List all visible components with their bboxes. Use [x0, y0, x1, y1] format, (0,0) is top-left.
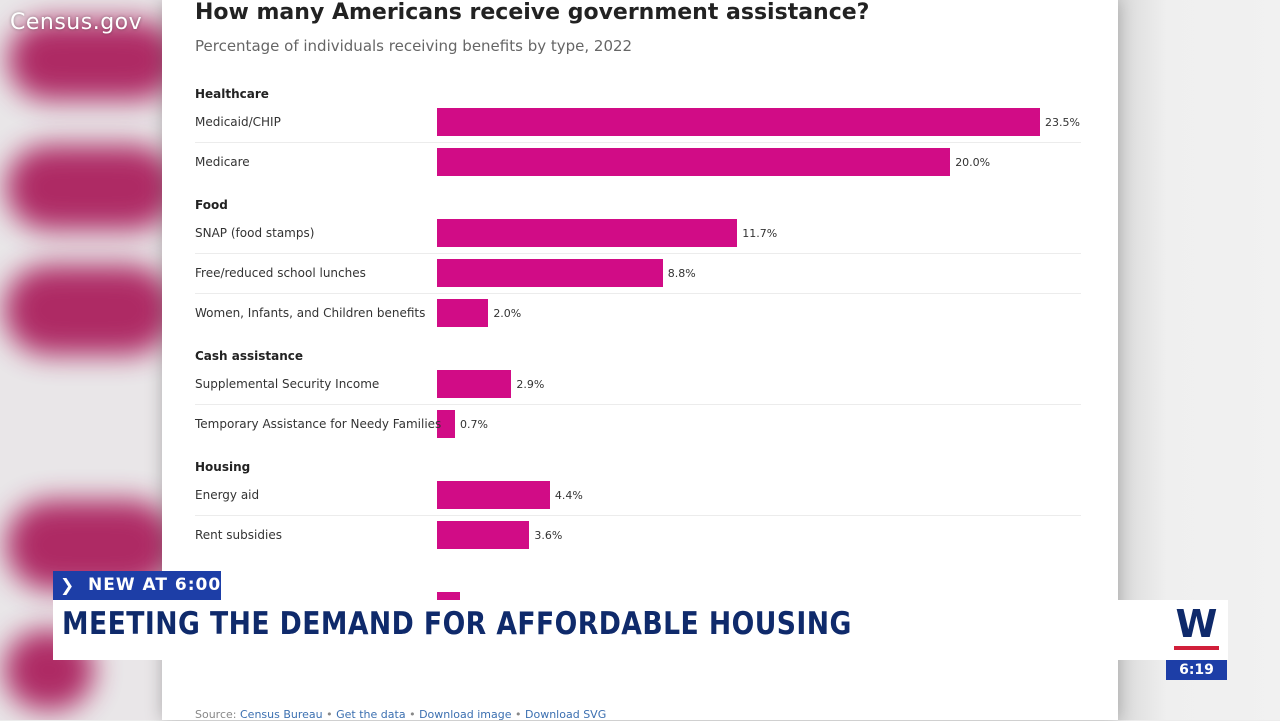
bar [437, 410, 455, 438]
row-separator [195, 515, 1081, 516]
data-label: 4.4% [554, 489, 583, 502]
data-label: 0.7% [459, 418, 488, 431]
row-label: Rent subsidies [195, 528, 282, 542]
news-tag-text: NEW AT 6:00 [88, 575, 222, 595]
category-label: Housing [195, 460, 251, 474]
row-separator [195, 293, 1081, 294]
data-label: 8.8% [667, 267, 696, 280]
category-label: Healthcare [195, 87, 269, 101]
news-tag: ❯ NEW AT 6:00 [53, 571, 221, 600]
lower-third-band [53, 600, 1228, 660]
station-logo-letter: W [1175, 602, 1218, 646]
footer-source-prefix: Source: [195, 708, 237, 721]
footer-source-link[interactable]: Census Bureau [240, 708, 323, 721]
station-logo: W [1166, 600, 1227, 660]
station-logo-stripe [1174, 646, 1219, 650]
row-separator [195, 142, 1081, 143]
row-label: Supplemental Security Income [195, 377, 380, 391]
footer-separator: • [409, 708, 416, 721]
bar [437, 299, 489, 327]
category-label: Cash assistance [195, 349, 304, 363]
download-image-link[interactable]: Download image [419, 708, 512, 721]
row-label: SNAP (food stamps) [195, 226, 315, 240]
footer-separator: • [515, 708, 522, 721]
row-label: Women, Infants, and Children benefits [195, 306, 426, 320]
bar [437, 219, 738, 247]
chart-title: How many Americans receive government as… [195, 0, 870, 25]
chart-subtitle: Percentage of individuals receiving bene… [195, 37, 633, 55]
row-label: Medicare [195, 155, 250, 169]
source-bug: Census.gov [10, 10, 143, 35]
get-data-link[interactable]: Get the data [336, 708, 406, 721]
lower-third-headline: MEETING THE DEMAND FOR AFFORDABLE HOUSIN… [62, 606, 852, 642]
data-label: 3.6% [534, 529, 563, 542]
bar [437, 521, 530, 549]
data-label: 2.9% [516, 378, 545, 391]
chevron-right-icon: ❯ [60, 576, 75, 596]
download-svg-link[interactable]: Download SVG [525, 708, 607, 721]
footer-separator: • [326, 708, 333, 721]
row-label: Medicaid/CHIP [195, 115, 281, 129]
row-separator [195, 253, 1081, 254]
row-label: Temporary Assistance for Needy Families [195, 417, 442, 431]
data-label: 23.5% [1045, 116, 1080, 129]
data-label: 20.0% [955, 156, 991, 169]
row-label: Free/reduced school lunches [195, 266, 366, 280]
bar [437, 481, 550, 509]
clock: 6:19 [1166, 660, 1227, 680]
category-label: Food [195, 198, 228, 212]
row-separator [195, 404, 1081, 405]
data-label: 11.7% [742, 227, 778, 240]
bar [437, 259, 663, 287]
data-label: 2.0% [493, 307, 522, 320]
bar [437, 148, 951, 176]
row-label: Energy aid [195, 488, 260, 502]
chart-footer: Source: Census Bureau • Get the data • D… [195, 708, 606, 721]
bar [437, 108, 1040, 136]
bar [437, 370, 512, 398]
